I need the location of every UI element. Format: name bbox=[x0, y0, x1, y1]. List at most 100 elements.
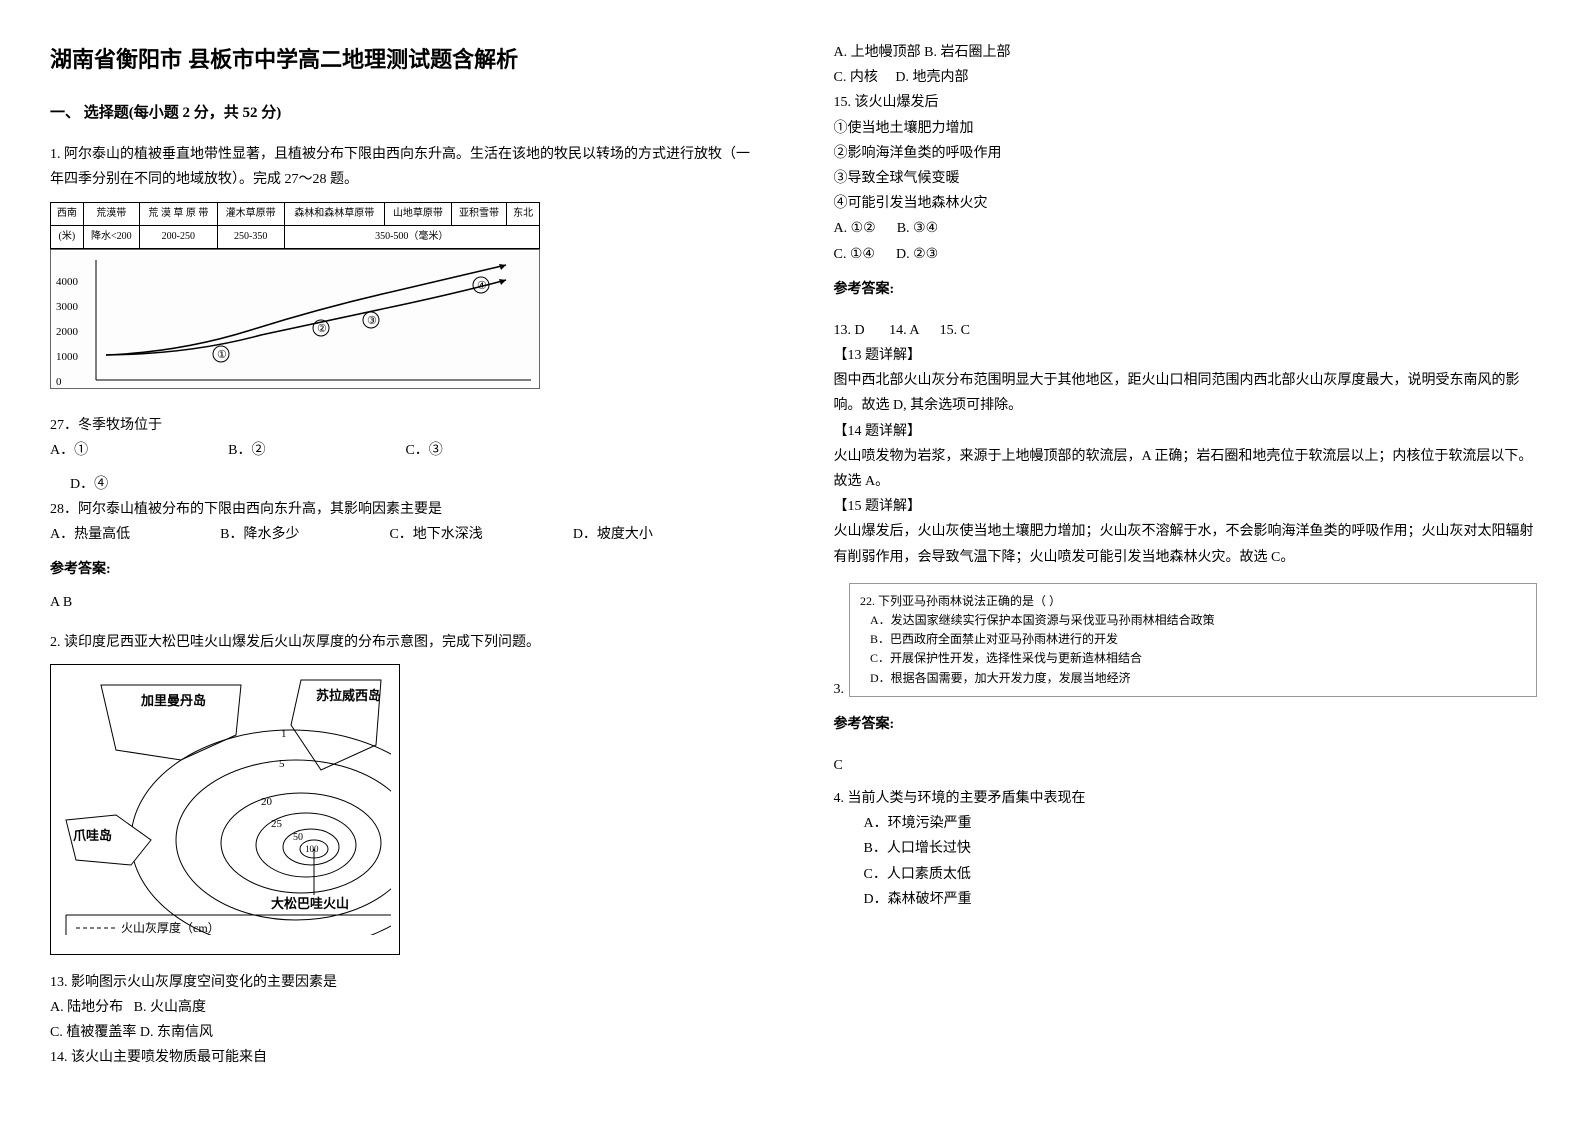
q1-chart-svg: 0 1000 2000 3000 4000 bbox=[50, 249, 540, 389]
label-volcano: 大松巴哇火山 bbox=[271, 896, 349, 911]
q3-inline-opt: D．根据各国需要，加大开发力度，发展当地经济 bbox=[870, 669, 1526, 688]
q3-inline-opt: B．巴西政府全面禁止对亚马孙雨林进行的开发 bbox=[870, 630, 1526, 649]
q15-item: ①使当地土壤肥力增加 bbox=[834, 116, 1538, 141]
q3-row: 3. 22. 下列亚马孙雨林说法正确的是（ ） A．发达国家继续实行保护本国资源… bbox=[834, 578, 1538, 702]
hdr-cell: 200-250 bbox=[139, 225, 217, 248]
q14-text: 14. 该火山主要喷发物质最可能来自 bbox=[50, 1045, 754, 1070]
contour-label: 25 bbox=[271, 818, 283, 830]
q27-options: A．① B．② C．③ bbox=[50, 438, 754, 463]
explain13: 图中西北部火山灰分布范围明显大于其他地区，距火山口相同范围内西北部火山灰厚度最大… bbox=[834, 368, 1538, 418]
answer-label: 参考答案: bbox=[50, 557, 754, 582]
label-java: 爪哇岛 bbox=[73, 828, 112, 843]
opt: A. 上地幔顶部 bbox=[834, 45, 921, 60]
q2-chart-svg: 加里曼丹岛 苏拉威西岛 1 5 20 25 50 100 bbox=[61, 675, 391, 935]
y-tick: 4000 bbox=[56, 276, 79, 288]
q4-opt: D．森林破坏严重 bbox=[864, 887, 1538, 912]
opt: B. 火山高度 bbox=[134, 1000, 206, 1015]
point-label: ④ bbox=[477, 280, 487, 292]
arrow-icon bbox=[499, 279, 506, 285]
q1-answer: A B bbox=[50, 590, 754, 615]
point-label: ③ bbox=[367, 315, 377, 327]
q4-opt: B．人口增长过快 bbox=[864, 836, 1538, 861]
opt: D．④ bbox=[70, 472, 754, 497]
contour-20 bbox=[221, 793, 381, 893]
legend-text: 火山灰厚度（cm） bbox=[121, 920, 220, 935]
q14-opts-row2: C. 内核 D. 地壳内部 bbox=[834, 65, 1538, 90]
opt: C. 内核 bbox=[834, 70, 878, 85]
q13-opts-row2: C. 植被覆盖率 D. 东南信风 bbox=[50, 1020, 754, 1045]
hdr-cell: 森林和森林草原带 bbox=[284, 202, 385, 225]
q28-text: 28．阿尔泰山植被分布的下限由西向东升高，其影响因素主要是 bbox=[50, 497, 754, 522]
contour-label: 100 bbox=[305, 844, 319, 854]
q27-text: 27．冬季牧场位于 bbox=[50, 413, 754, 438]
page-title: 湖南省衡阳市 县板市中学高二地理测试题含解析 bbox=[50, 40, 754, 80]
label-kalimantan: 加里曼丹岛 bbox=[140, 693, 206, 708]
opt: B．降水多少 bbox=[220, 522, 299, 547]
q3-number: 3. bbox=[834, 677, 845, 702]
question-1-block: 1. 阿尔泰山的植被垂直地带性显著，且植被分布下限由西向东升高。生活在该地的牧民… bbox=[50, 142, 754, 616]
point-label: ① bbox=[217, 349, 227, 361]
q1-chart: 西南 荒漠带 荒 漠 草 原 带 灌木草原带 森林和森林草原带 山地草原带 亚积… bbox=[50, 202, 540, 398]
explain15-label: 【15 题详解】 bbox=[834, 494, 1538, 519]
upper-line bbox=[106, 265, 506, 355]
q15-item: ②影响海洋鱼类的呼吸作用 bbox=[834, 141, 1538, 166]
lower-line bbox=[106, 280, 506, 355]
q14-opts-row1: A. 上地幔顶部 B. 岩石圈上部 bbox=[834, 40, 1538, 65]
answer-label: 参考答案: bbox=[834, 277, 1538, 302]
q2-chart: 加里曼丹岛 苏拉威西岛 1 5 20 25 50 100 bbox=[50, 664, 400, 955]
opt: A. 陆地分布 bbox=[50, 1000, 123, 1015]
y-tick: 2000 bbox=[56, 326, 79, 338]
q15-text: 15. 该火山爆发后 bbox=[834, 90, 1538, 115]
y-tick: 0 bbox=[56, 376, 62, 388]
arrow-icon bbox=[499, 264, 506, 270]
opt: A．热量高低 bbox=[50, 522, 130, 547]
explain14-label: 【14 题详解】 bbox=[834, 419, 1538, 444]
hdr-cell: 西南 bbox=[51, 202, 84, 225]
q4-opt: C．人口素质太低 bbox=[864, 862, 1538, 887]
opt: A．① bbox=[50, 438, 88, 463]
opt: C. ①④ bbox=[834, 247, 875, 262]
opt: B. ③④ bbox=[897, 221, 938, 236]
hdr-cell: 250-350 bbox=[217, 225, 284, 248]
contour-label: 50 bbox=[293, 832, 303, 843]
opt: B．② bbox=[228, 438, 265, 463]
contour-label: 20 bbox=[261, 796, 273, 808]
table-row: (米) 降水<200 200-250 250-350 350-500（毫米） bbox=[51, 225, 540, 248]
left-column: 湖南省衡阳市 县板市中学高二地理测试题含解析 一、 选择题(每小题 2 分，共 … bbox=[50, 40, 754, 1086]
hdr-cell: 东北 bbox=[507, 202, 540, 225]
opt: C. 植被覆盖率 bbox=[50, 1025, 136, 1040]
opt: C．③ bbox=[405, 438, 442, 463]
hdr-cell: 荒 漠 草 原 带 bbox=[139, 202, 217, 225]
contour-label: 5 bbox=[279, 758, 285, 770]
q15-item: ④可能引发当地森林火灾 bbox=[834, 191, 1538, 216]
opt: D. 东南信风 bbox=[140, 1025, 213, 1040]
q15-item: ③导致全球气候变暖 bbox=[834, 166, 1538, 191]
q28-options: A．热量高低 B．降水多少 C．地下水深浅 D．坡度大小 bbox=[50, 522, 754, 547]
answers-line: 13. D 14. A 15. C bbox=[834, 318, 1538, 343]
q13-opts-row1: A. 陆地分布 B. 火山高度 bbox=[50, 995, 754, 1020]
y-tick: 1000 bbox=[56, 351, 79, 363]
q3-answer: C bbox=[834, 753, 1538, 778]
q3-inline-opt: A．发达国家继续实行保护本国资源与采伐亚马孙雨林相结合政策 bbox=[870, 611, 1526, 630]
section-heading: 一、 选择题(每小题 2 分，共 52 分) bbox=[50, 100, 754, 127]
hdr-cell: (米) bbox=[51, 225, 84, 248]
question-2-block: 2. 读印度尼西亚大松巴哇火山爆发后火山灰厚度的分布示意图，完成下列问题。 加里… bbox=[50, 630, 754, 1070]
q3-inline-q: 22. 下列亚马孙雨林说法正确的是（ ） bbox=[860, 594, 1061, 608]
explain15: 火山爆发后，火山灰使当地土壤肥力增加；火山灰不溶解于水，不会影响海洋鱼类的呼吸作… bbox=[834, 519, 1538, 569]
q15-opts-row2: C. ①④ D. ②③ bbox=[834, 242, 1538, 267]
hdr-cell: 荒漠带 bbox=[83, 202, 139, 225]
q15-opts-row1: A. ①② B. ③④ bbox=[834, 216, 1538, 241]
hdr-cell: 350-500（毫米） bbox=[284, 225, 539, 248]
q13-text: 13. 影响图示火山灰厚度空间变化的主要因素是 bbox=[50, 970, 754, 995]
contour-label: 1 bbox=[281, 728, 287, 740]
answer-label: 参考答案: bbox=[834, 712, 1538, 737]
hdr-cell: 亚积雪带 bbox=[451, 202, 506, 225]
q2-intro: 2. 读印度尼西亚大松巴哇火山爆发后火山灰厚度的分布示意图，完成下列问题。 bbox=[50, 630, 754, 655]
label-sulawesi: 苏拉威西岛 bbox=[316, 688, 381, 703]
explain14: 火山喷发物为岩浆，来源于上地幔顶部的软流层，A 正确；岩石圈和地壳位于软流层以上… bbox=[834, 444, 1538, 494]
opt: D．坡度大小 bbox=[573, 522, 653, 547]
y-tick: 3000 bbox=[56, 301, 79, 313]
q3-inline-opt: C．开展保护性开发，选择性采伐与更新造林相结合 bbox=[870, 649, 1526, 668]
q3-inline-box: 22. 下列亚马孙雨林说法正确的是（ ） A．发达国家继续实行保护本国资源与采伐… bbox=[849, 583, 1537, 697]
q1-intro: 1. 阿尔泰山的植被垂直地带性显著，且植被分布下限由西向东升高。生活在该地的牧民… bbox=[50, 142, 754, 192]
